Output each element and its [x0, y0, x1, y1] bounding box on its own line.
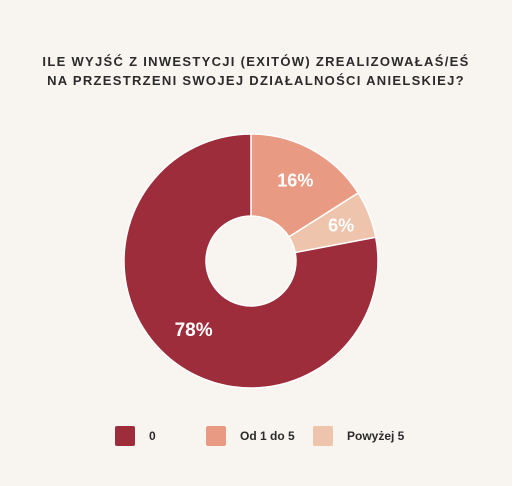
chart-title-line-1: ILE WYJŚĆ Z INWESTYCJI (EXITÓW) ZREALIZO… [42, 54, 470, 69]
slice-od-1-do-5 [250, 133, 360, 238]
legend-item-0: 0 [115, 426, 156, 446]
legend-label-powyzej-5: Powyżej 5 [347, 429, 405, 443]
chart-title-line-2: NA PRZESTRZENI SWOJEJ DZIAŁALNOŚCI ANIEL… [47, 73, 465, 88]
chart-legend: 0 Od 1 do 5 Powyżej 5 [0, 426, 512, 448]
slice-label-0: 78% [175, 320, 213, 341]
slice-label-od-1-do-5: 16% [277, 170, 313, 190]
legend-item-powyzej-5: Powyżej 5 [313, 426, 404, 446]
slice-0 [123, 133, 379, 389]
legend-label-od-1-do-5: Od 1 do 5 [240, 429, 295, 443]
legend-swatch-od-1-do-5 [206, 426, 226, 446]
slice-label-powyżej-5: 6% [328, 215, 354, 235]
legend-item-od-1-do-5: Od 1 do 5 [206, 426, 295, 446]
legend-swatch-0 [115, 426, 135, 446]
legend-label-0: 0 [149, 429, 156, 443]
legend-swatch-powyzej-5 [313, 426, 333, 446]
chart-title: ILE WYJŚĆ Z INWESTYCJI (EXITÓW) ZREALIZO… [0, 52, 512, 90]
